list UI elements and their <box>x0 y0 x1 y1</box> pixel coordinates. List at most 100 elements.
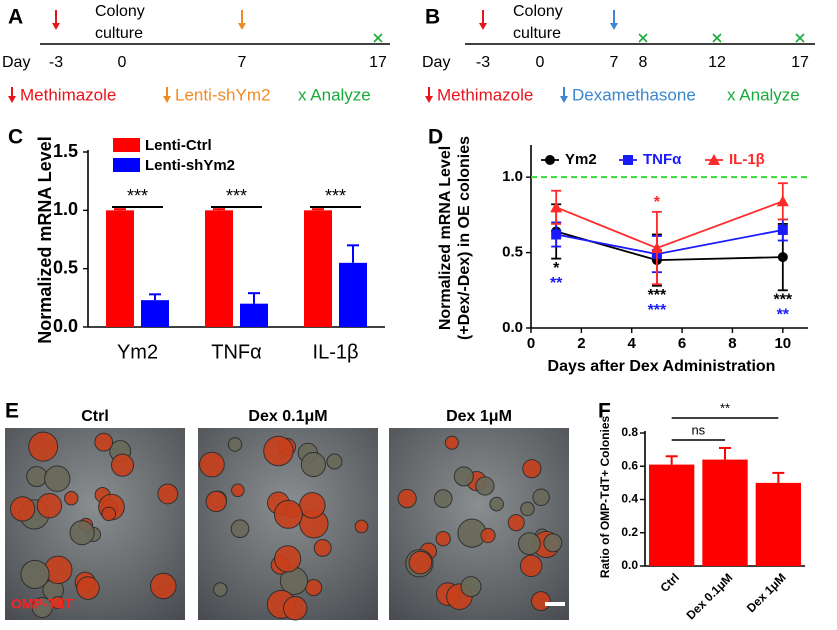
colony <box>94 432 114 452</box>
image-label: OMP-TdT <box>11 596 74 612</box>
colony <box>300 451 327 478</box>
arrow-head <box>163 96 171 103</box>
colony <box>51 595 65 610</box>
arrow-head <box>8 96 16 103</box>
y-axis-label: Normalized mRNA Level <box>35 136 55 343</box>
colony <box>26 465 48 488</box>
colony <box>231 483 245 498</box>
colony <box>507 514 525 532</box>
legend-label: x Analyze <box>727 85 800 104</box>
legend-label: IL-1β <box>729 151 765 168</box>
arrow-head <box>52 23 60 30</box>
colony <box>408 550 433 575</box>
colony <box>230 519 250 539</box>
colony <box>313 539 332 557</box>
y-tick-label: 0.8 <box>621 425 638 439</box>
culture-label: Colony <box>513 3 563 20</box>
colony <box>453 466 474 487</box>
bar <box>649 464 695 566</box>
y-tick-label: 0.6 <box>621 458 638 472</box>
x-tick-label: TNFα <box>211 341 261 363</box>
panel-label: B <box>425 6 440 29</box>
day-number: -3 <box>49 54 63 71</box>
colony <box>299 492 326 519</box>
y-tick-label: 0.5 <box>502 244 523 261</box>
colony <box>489 496 504 512</box>
colony <box>9 496 36 522</box>
day-number: 7 <box>610 54 619 71</box>
significance-label: ** <box>720 400 730 415</box>
colony <box>157 483 179 505</box>
culture-label: Colony <box>95 3 145 20</box>
y-tick-label: 0.0 <box>53 316 78 336</box>
y-axis-label: (+Dex/-Dex) in OE colonies <box>456 136 473 340</box>
legend-label: Methimazole <box>20 85 116 104</box>
day-label: Day <box>2 54 30 71</box>
culture-label: culture <box>95 25 143 42</box>
marker <box>777 252 788 263</box>
x-tick-label: 6 <box>678 335 686 352</box>
image-title: Ctrl <box>81 408 109 425</box>
legend-label: x Analyze <box>298 85 371 104</box>
colony <box>263 435 294 467</box>
marker <box>777 224 788 235</box>
arrow-head <box>425 96 433 103</box>
colony <box>273 499 303 529</box>
legend-label: Lenti-Ctrl <box>145 137 212 154</box>
panel-label: F <box>598 400 611 423</box>
colony <box>460 576 482 598</box>
x-tick-label: Ym2 <box>117 341 158 363</box>
colony <box>213 582 228 597</box>
day-number: 17 <box>369 54 387 71</box>
significance-label: * <box>654 194 661 211</box>
colony <box>433 489 453 509</box>
legend-swatch <box>113 158 140 172</box>
day-number: 8 <box>639 54 648 71</box>
day-number: -3 <box>476 54 490 71</box>
y-tick-label: 0.2 <box>621 525 638 539</box>
legend-label: TNFα <box>643 151 682 168</box>
y-tick-label: 1.0 <box>53 199 78 219</box>
colony <box>20 559 50 589</box>
y-tick-label: 0.5 <box>53 257 78 277</box>
colony <box>101 506 117 522</box>
marker <box>650 242 663 254</box>
bar <box>702 459 748 566</box>
arrow-head <box>479 23 487 30</box>
significance-label: ns <box>691 422 705 437</box>
panel-label: A <box>8 6 23 29</box>
colony <box>69 520 95 546</box>
x-tick-label: 4 <box>628 335 637 352</box>
significance-label: *** <box>648 302 667 319</box>
colony <box>444 435 459 450</box>
colony <box>522 459 542 479</box>
day-number: 17 <box>791 54 809 71</box>
significance-label: *** <box>648 287 667 304</box>
x-tick-label: Dex 0.1μM <box>683 570 735 622</box>
y-axis-label: Normalized mRNA Level <box>437 146 454 330</box>
y-tick-label: 0.0 <box>502 319 523 336</box>
bar <box>106 210 134 327</box>
colony <box>76 576 100 600</box>
scale-bar <box>545 602 565 606</box>
colony <box>150 572 177 600</box>
x-mark <box>712 33 722 43</box>
colony <box>435 531 451 547</box>
colony <box>532 488 550 506</box>
significance-label: *** <box>325 186 346 206</box>
y-tick-label: 0.4 <box>621 492 638 506</box>
x-axis-label: Days after Dex Administration <box>548 358 776 375</box>
colony <box>517 532 541 556</box>
y-tick-label: 1.0 <box>502 168 523 185</box>
marker <box>550 201 563 213</box>
x-tick-label: 8 <box>728 335 736 352</box>
marker <box>708 154 720 165</box>
arrow-head <box>610 23 618 30</box>
colony <box>480 527 496 544</box>
bar <box>240 303 268 327</box>
legend-swatch <box>113 138 140 152</box>
colony <box>397 488 417 509</box>
significance-label: *** <box>127 186 148 206</box>
y-tick-label: 1.5 <box>53 141 78 161</box>
